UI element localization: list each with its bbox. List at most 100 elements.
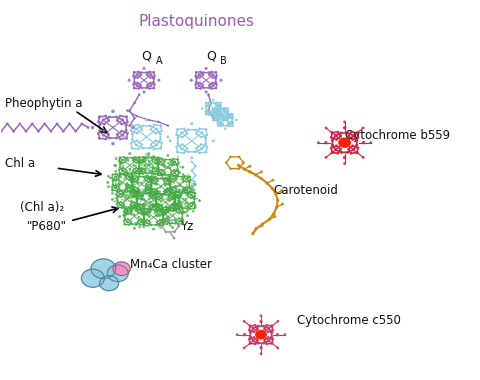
- Point: [156, 131, 164, 137]
- Point: [258, 223, 266, 229]
- Point: [166, 190, 174, 196]
- Point: [173, 189, 181, 195]
- Point: [174, 184, 181, 190]
- Point: [146, 176, 154, 182]
- Point: [152, 138, 159, 144]
- Point: [126, 174, 133, 180]
- Point: [148, 157, 156, 163]
- Point: [132, 206, 140, 212]
- Point: [157, 203, 165, 209]
- Point: [214, 119, 222, 125]
- Point: [149, 154, 156, 160]
- Point: [367, 139, 375, 146]
- Point: [109, 187, 117, 193]
- Point: [171, 173, 179, 179]
- Point: [200, 70, 207, 76]
- Point: [130, 73, 137, 79]
- Point: [116, 165, 124, 171]
- Point: [138, 219, 145, 225]
- Point: [140, 154, 147, 160]
- Point: [224, 113, 231, 119]
- Point: [209, 97, 217, 103]
- Point: [84, 125, 92, 131]
- Point: [178, 203, 185, 209]
- Point: [213, 117, 220, 124]
- Point: [147, 193, 155, 200]
- Point: [179, 220, 186, 226]
- Point: [174, 127, 181, 133]
- Point: [170, 180, 178, 187]
- Point: [209, 114, 217, 120]
- Point: [169, 205, 177, 211]
- Point: [159, 192, 167, 198]
- Point: [167, 185, 174, 191]
- Point: [113, 171, 121, 177]
- Point: [150, 171, 158, 177]
- Point: [274, 345, 282, 351]
- Point: [209, 83, 217, 89]
- Point: [127, 187, 135, 193]
- Point: [121, 208, 129, 214]
- Point: [162, 182, 169, 188]
- Point: [148, 168, 156, 174]
- Point: [217, 109, 225, 115]
- Point: [176, 184, 184, 190]
- Point: [360, 139, 367, 146]
- Point: [156, 191, 164, 197]
- Point: [133, 71, 141, 78]
- Point: [227, 121, 234, 127]
- Point: [128, 183, 136, 189]
- Point: [138, 157, 145, 163]
- Point: [181, 190, 189, 196]
- Point: [165, 160, 172, 166]
- Point: [152, 196, 160, 203]
- Point: [147, 191, 155, 197]
- Point: [153, 199, 160, 205]
- Point: [166, 189, 174, 195]
- Point: [174, 195, 182, 201]
- Point: [160, 218, 168, 225]
- Point: [159, 222, 167, 228]
- Point: [220, 106, 228, 112]
- Point: [268, 329, 276, 336]
- Point: [209, 108, 216, 114]
- Point: [116, 170, 124, 176]
- Point: [228, 123, 236, 129]
- Point: [209, 113, 217, 119]
- Point: [252, 322, 259, 328]
- Point: [191, 196, 198, 202]
- Point: [179, 171, 187, 177]
- Point: [183, 200, 191, 206]
- Point: [112, 185, 120, 191]
- Point: [124, 195, 132, 201]
- Point: [190, 187, 198, 193]
- Point: [202, 107, 210, 113]
- Point: [188, 186, 195, 192]
- Point: [192, 196, 199, 202]
- Point: [143, 181, 150, 187]
- Point: [127, 179, 135, 185]
- Point: [176, 195, 184, 201]
- Point: [150, 226, 157, 232]
- Point: [164, 152, 172, 158]
- Point: [154, 207, 161, 213]
- Point: [168, 187, 175, 193]
- Point: [131, 202, 138, 208]
- Point: [173, 184, 181, 190]
- Point: [153, 213, 160, 219]
- Point: [138, 196, 146, 202]
- Point: [227, 113, 234, 119]
- Point: [349, 147, 357, 153]
- Point: [166, 220, 174, 226]
- Point: [164, 176, 172, 182]
- Point: [109, 177, 117, 184]
- Point: [143, 70, 150, 76]
- Point: [188, 177, 195, 183]
- Point: [163, 207, 170, 213]
- Point: [138, 166, 146, 172]
- Point: [181, 187, 189, 193]
- Point: [174, 189, 182, 195]
- Point: [159, 211, 167, 217]
- Point: [216, 104, 224, 110]
- Point: [157, 158, 165, 165]
